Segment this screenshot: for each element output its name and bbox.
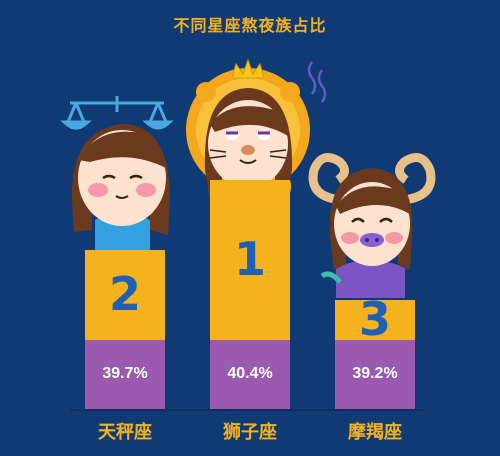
rank-3-number: 3 (358, 292, 391, 346)
category-label-libra: 天秤座 (98, 422, 152, 443)
rank-1-number: 1 (233, 232, 266, 286)
value-label-libra: 39.7% (102, 365, 148, 382)
podium-bar-capricorn (335, 340, 415, 410)
value-label-leo: 40.4% (227, 365, 273, 382)
podium-top-capricorn (335, 300, 415, 340)
ram-horns-icon (308, 153, 436, 205)
rank-2-number: 2 (108, 267, 141, 321)
podium-top-leo (210, 180, 290, 340)
podium-top-libra (85, 250, 165, 340)
podium-bar-libra (85, 340, 165, 410)
podium-blocks (85, 180, 415, 410)
category-label-leo: 狮子座 (223, 422, 277, 443)
libra-character (71, 124, 170, 252)
chart-title: 不同星座熬夜族占比 (173, 16, 327, 35)
capricorn-character (320, 168, 413, 298)
libra-scale-icon (60, 96, 174, 130)
podium-bar-leo (210, 340, 290, 410)
value-label-capricorn: 39.2% (352, 365, 398, 382)
category-label-capricorn: 摩羯座 (348, 422, 402, 443)
steam-icon (307, 61, 327, 103)
